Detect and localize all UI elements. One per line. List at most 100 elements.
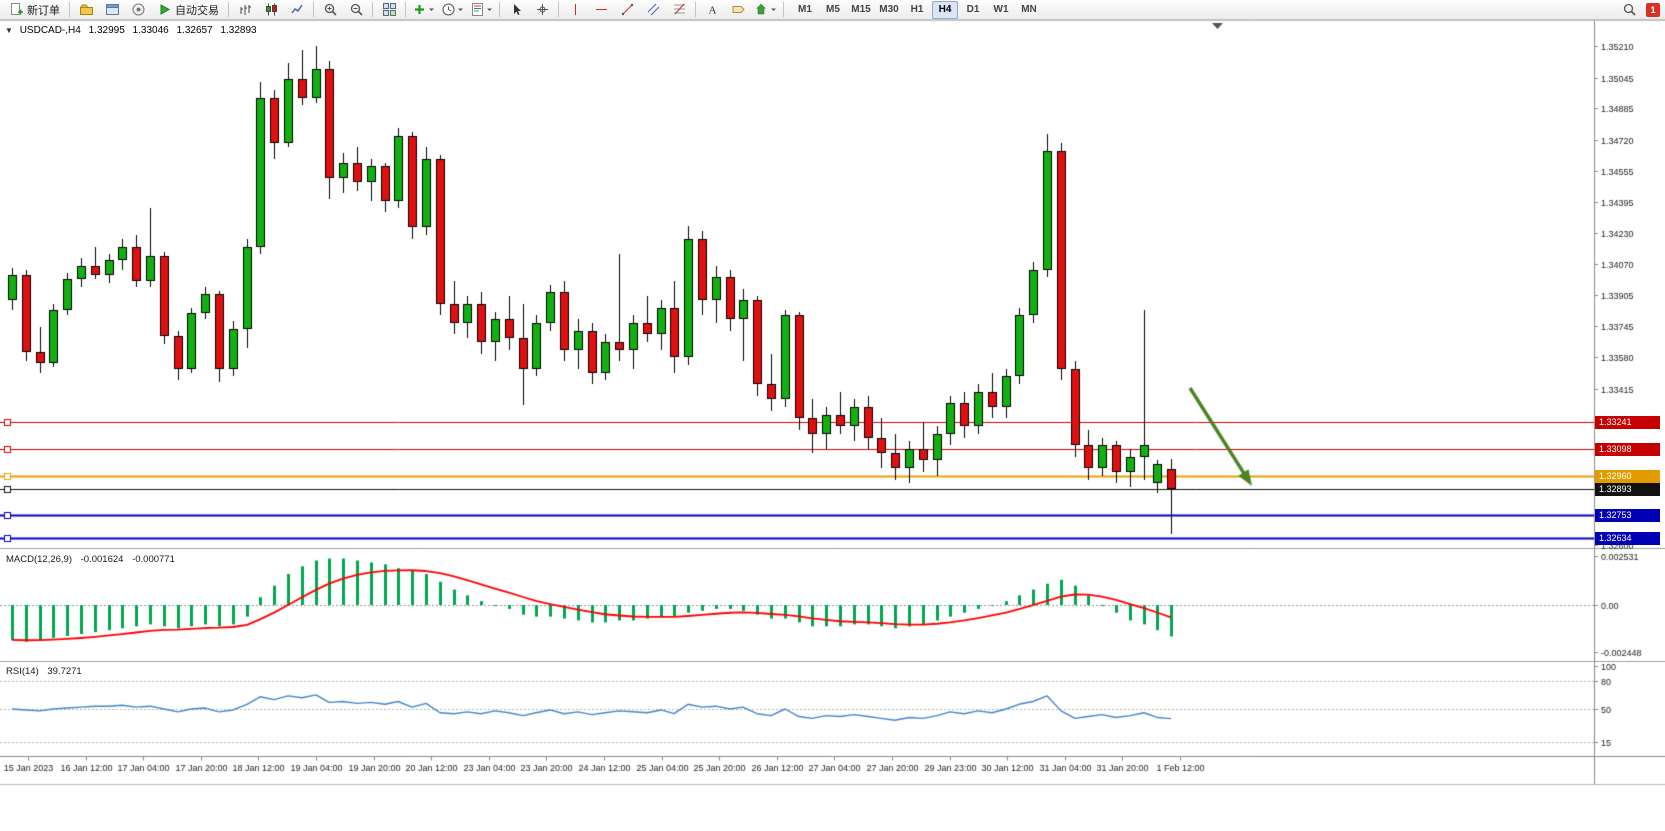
- label-icon: [732, 6, 745, 13]
- crosshair-icon: [536, 4, 548, 15]
- periods-icon: [442, 3, 455, 16]
- zoom-out-icon: [350, 3, 363, 16]
- price-tag: 1.33241: [1595, 415, 1660, 429]
- trendline-icon: [621, 3, 633, 16]
- autotrading-icon: [160, 4, 171, 15]
- timeframe-group: M1 M5 M15 M30 H1 H4 D1 W1 MN: [791, 0, 1043, 19]
- macd-label: MACD(12,26,9) -0.001624 -0.000771: [6, 554, 181, 565]
- tf-mn[interactable]: MN: [1021, 4, 1037, 15]
- indicators-button[interactable]: [409, 0, 438, 20]
- notifications-badge[interactable]: 1: [1646, 2, 1660, 17]
- label-tool-button[interactable]: [725, 0, 751, 20]
- profile-icon: [78, 4, 93, 15]
- mql-editor-icon: [132, 3, 144, 16]
- rsi-name: RSI(14): [6, 666, 39, 677]
- vertical-line-icon: [574, 4, 576, 15]
- price-tag: 1.32634: [1595, 531, 1660, 545]
- toolbar-separator: [405, 2, 406, 17]
- templates-button[interactable]: [467, 0, 496, 20]
- new-order-icon: [11, 3, 23, 15]
- svg-text:A: A: [708, 5, 716, 17]
- horizontal-line-icon: [595, 9, 607, 10]
- periods-button[interactable]: [438, 0, 467, 20]
- macd-signal-value: -0.000771: [132, 554, 175, 565]
- cursor-icon: [513, 4, 521, 15]
- chevron-down-icon: [458, 8, 463, 11]
- line-chart-button[interactable]: [284, 0, 310, 20]
- tf-h4[interactable]: H4: [932, 0, 958, 19]
- horizontal-line-button[interactable]: [588, 0, 614, 20]
- toolbar-separator: [313, 2, 314, 17]
- tf-m30[interactable]: M30: [879, 4, 899, 15]
- crosshair-button[interactable]: [529, 0, 555, 20]
- toolbar-separator: [372, 2, 373, 17]
- vertical-line-button[interactable]: [562, 0, 588, 20]
- toolbar-separator: [695, 2, 696, 17]
- toolbar-right-group: 1: [1616, 0, 1662, 20]
- toolbar-separator: [69, 2, 70, 17]
- terminal-button[interactable]: [99, 0, 125, 20]
- terminal-icon: [105, 4, 119, 15]
- autotrading-button[interactable]: 自动交易: [151, 0, 225, 20]
- zoom-out-button[interactable]: [343, 0, 369, 20]
- tf-m1[interactable]: M1: [798, 4, 812, 15]
- toolbar: 新订单 自动交易 A: [0, 0, 1665, 20]
- price-tag: 1.33098: [1595, 442, 1660, 456]
- arrows-tool-button[interactable]: [751, 0, 780, 20]
- toolbar-separator: [783, 2, 784, 17]
- macd-main-value: -0.001624: [80, 554, 124, 565]
- chart-title: ▼ USDCAD-,H4 1.32995 1.33046 1.32657 1.3…: [5, 25, 262, 36]
- search-icon: [1623, 3, 1636, 16]
- channel-icon: [647, 3, 659, 16]
- text-icon: A: [708, 5, 716, 17]
- price-tag: 1.32753: [1595, 508, 1660, 522]
- candlestick-chart-button[interactable]: [258, 0, 284, 20]
- tf-h1[interactable]: H1: [910, 4, 924, 15]
- new-order-label: 新订单: [27, 4, 60, 17]
- chevron-down-icon: [487, 8, 492, 11]
- indicators-icon: [415, 5, 424, 14]
- channel-button[interactable]: [640, 0, 666, 20]
- zoom-in-icon: [324, 3, 337, 16]
- fibonacci-button[interactable]: [666, 0, 692, 20]
- profiles-button[interactable]: [73, 0, 99, 20]
- templates-icon: [472, 3, 483, 16]
- text-tool-button[interactable]: A: [699, 0, 725, 20]
- toolbar-separator: [228, 2, 229, 17]
- tf-d1[interactable]: D1: [966, 4, 980, 15]
- ohlc-high: 1.33046: [132, 25, 169, 36]
- ohlc-low: 1.32657: [176, 25, 213, 36]
- line-chart-icon: [290, 4, 303, 14]
- zoom-in-button[interactable]: [317, 0, 343, 20]
- macd-name: MACD(12,26,9): [6, 554, 72, 565]
- tf-m5[interactable]: M5: [826, 4, 840, 15]
- tf-m15[interactable]: M15: [851, 4, 871, 15]
- rsi-label: RSI(14) 39.7271: [6, 666, 88, 677]
- search-button[interactable]: [1616, 0, 1642, 20]
- cursor-button[interactable]: [503, 0, 529, 20]
- autotrading-label: 自动交易: [175, 4, 219, 17]
- new-order-button[interactable]: 新订单: [3, 0, 66, 20]
- chevron-down-icon: [771, 8, 776, 11]
- tile-windows-icon: [382, 3, 396, 16]
- tile-windows-button[interactable]: [376, 0, 402, 20]
- candlestick-chart-icon: [265, 3, 277, 16]
- toolbar-separator: [558, 2, 559, 17]
- one-click-trading-arrow[interactable]: ▼: [5, 26, 13, 35]
- trendline-button[interactable]: [614, 0, 640, 20]
- bar-chart-button[interactable]: [232, 0, 258, 20]
- symbol-period-label: USDCAD-,H4: [19, 25, 81, 36]
- mql-editor-button[interactable]: [125, 0, 151, 20]
- bar-chart-icon: [240, 5, 251, 15]
- price-tag: 1.32960: [1595, 469, 1660, 483]
- ohlc-close: 1.32893: [220, 25, 257, 36]
- rsi-value: 39.7271: [47, 666, 82, 677]
- fibonacci-icon: [673, 3, 685, 15]
- arrow-up-icon: [756, 3, 766, 15]
- toolbar-separator: [499, 2, 500, 17]
- chevron-down-icon: [429, 8, 434, 11]
- tf-w1[interactable]: W1: [993, 4, 1009, 15]
- ohlc-open: 1.32995: [88, 25, 125, 36]
